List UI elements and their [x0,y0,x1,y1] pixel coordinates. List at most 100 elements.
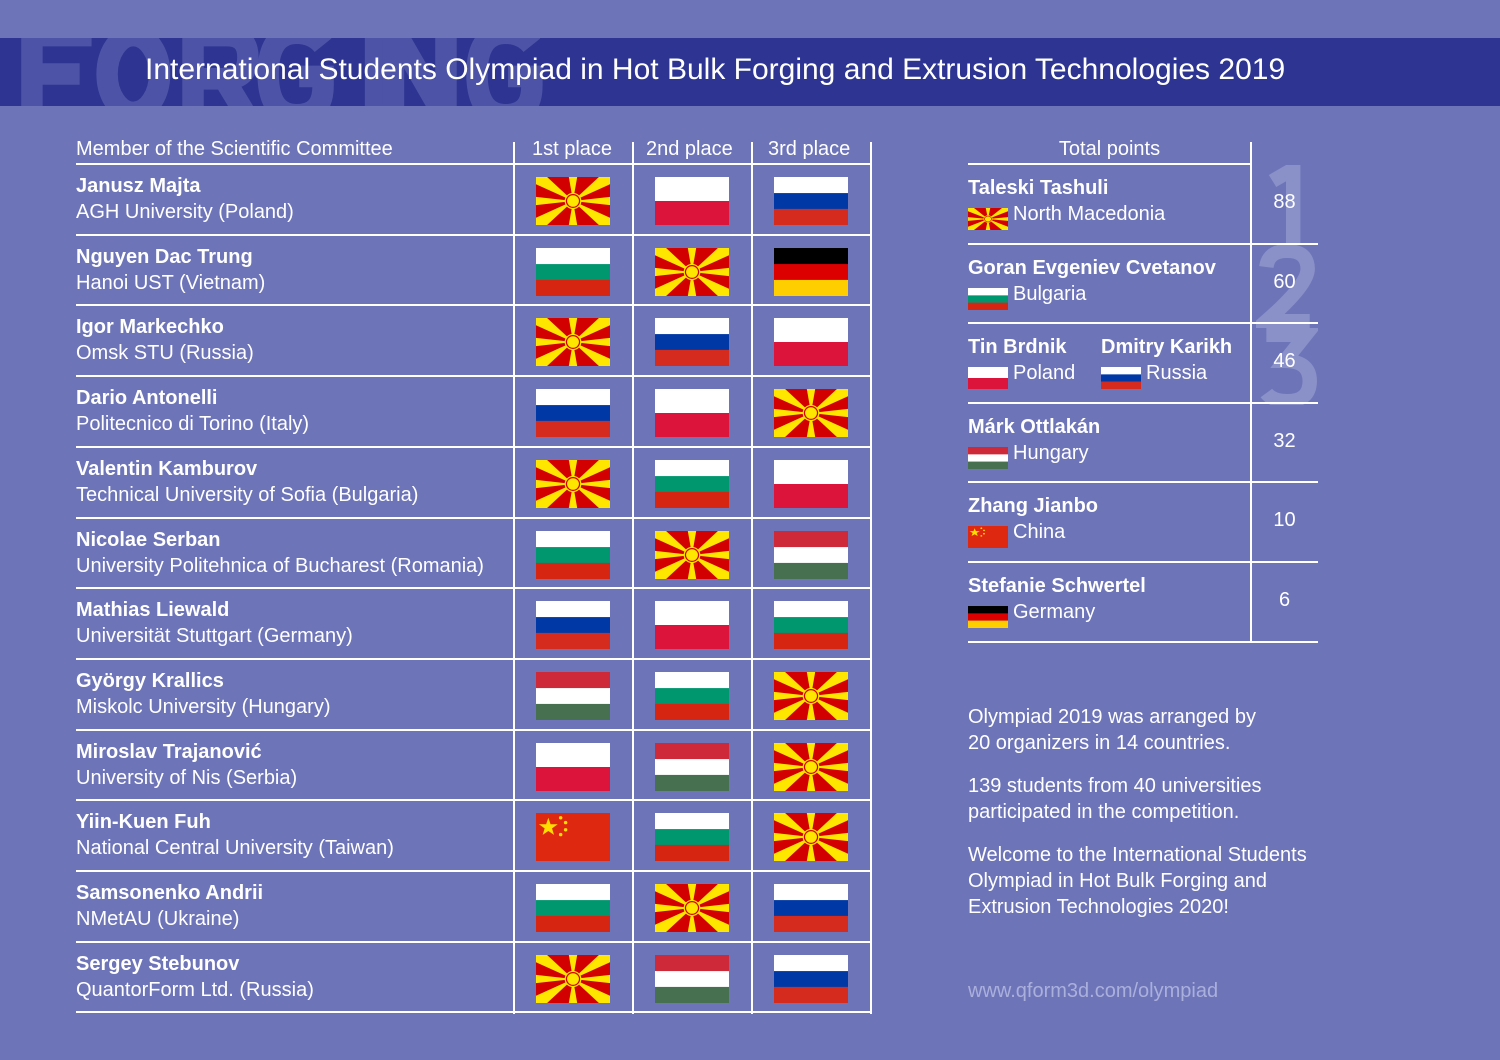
flag-bulgaria-icon [655,459,729,508]
flag-north-macedonia-icon [536,318,610,367]
flag-bulgaria-icon [536,530,610,579]
flag-poland-icon [774,459,848,508]
member-name: Dario Antonelli [76,387,218,410]
flag-hungary-icon [655,954,729,1003]
student-country: Hungary [1013,441,1089,464]
flag-hungary-icon [536,671,610,720]
student-country: North Macedonia [1013,203,1166,225]
website-link[interactable]: www.qform3d.com/olympiad [968,980,1219,1002]
table-row: Mathias Liewald Universität Stuttgart (G… [76,589,872,659]
student-country: Germany [1013,601,1096,623]
student-country: Bulgaria [1013,282,1087,305]
student-name: Tin Brdnik [968,336,1067,359]
table-row: Nicolae Serban University Politehnica of… [76,519,872,589]
flag-north-macedonia-icon [655,884,729,932]
flag-poland-icon [536,742,610,791]
table-row: Samsonenko Andrii NMetAU (Ukraine) [76,872,872,942]
total-points-row: Stefanie Schwertel Germany 6 [968,563,1318,643]
column-header-1st: 1st place [532,138,613,160]
divider [76,870,872,872]
flag-germany-icon [774,247,848,296]
member-university: Politecnico di Torino (Italy) [76,413,310,436]
column-divider [513,142,515,1014]
points-value: 88 [1273,191,1296,213]
member-name: György Krallics [76,669,224,692]
member-name: Yiin-Kuen Fuh [76,811,211,834]
flag-russia-icon [774,954,848,1003]
divider [76,163,872,165]
flag-poland-icon [655,601,729,650]
column-divider [870,142,872,1014]
member-name: Janusz Majta [76,175,201,197]
points-value: 10 [1273,509,1296,532]
divider [968,163,1251,165]
member-university: Technical University of Sofia (Bulgaria) [76,483,419,506]
member-name: Miroslav Trajanović [76,740,262,763]
divider [76,940,872,943]
total-points-row: Márk Ottlakán Hungary 32 [968,404,1318,484]
divider [76,445,872,448]
flag-poland-icon [968,367,1008,390]
divider [968,561,1318,563]
divider [76,375,872,378]
divider [968,640,1318,643]
member-university: NMetAU (Ukraine) [76,908,240,930]
flag-china-icon [968,526,1008,549]
flag-north-macedonia-icon [968,208,1008,230]
total-points-row: Zhang Jianbo China 10 [968,483,1318,563]
student-name: Zhang Jianbo [968,495,1098,518]
column-divider [1250,142,1252,642]
flag-hungary-icon [655,742,729,791]
table-row: Igor Markechko Omsk STU (Russia) [76,306,872,376]
page-title: International Students Olympiad in Hot B… [145,53,1286,86]
flag-china-icon [536,813,610,862]
member-university: National Central University (Taiwan) [76,837,394,860]
divider [76,799,872,802]
table-row: Nguyen Dac Trung Hanoi UST (Vietnam) [76,236,872,306]
total-points-row: Tin Brdnik Poland Dmitry Karikh Russia 46 [968,324,1318,404]
total-points-row: Goran Evgeniev Cvetanov Bulgaria 60 [968,245,1318,325]
flag-germany-icon [968,606,1008,628]
info-welcome: Welcome to the International Students Ol… [968,844,1307,918]
flag-north-macedonia-icon [655,247,729,296]
table-row: Miroslav Trajanović University of Nis (S… [76,731,872,801]
table-row: Dario Antonelli Politecnico di Torino (I… [76,377,872,447]
flag-north-macedonia-icon [655,530,729,579]
member-name: Igor Markechko [76,316,224,339]
flag-poland-icon [655,177,729,225]
points-value: 6 [1278,589,1291,611]
flag-russia-icon [536,389,610,438]
flag-russia-icon [774,177,848,225]
divider [76,516,872,519]
podium-watermark [1256,165,1318,405]
header-banner: International Students Olympiad in Hot B… [0,38,1500,106]
flag-north-macedonia-icon [774,389,848,438]
student-name: Dmitry Karikh [1101,336,1233,359]
student-country: China [1013,521,1066,544]
student-name: Stefanie Schwertel [968,575,1146,597]
member-university: QuantorForm Ltd. (Russia) [76,978,314,1001]
divider [76,1011,872,1014]
flag-north-macedonia-icon [536,954,610,1003]
member-name: Mathias Liewald [76,599,230,622]
column-header-3rd: 3rd place [768,138,851,160]
flag-russia-icon [1101,367,1141,390]
divider [76,728,872,731]
header-watermark [21,38,543,106]
divider [76,587,872,590]
table-row: György Krallics Miskolc University (Hung… [76,660,872,730]
flag-hungary-icon [774,530,848,579]
member-name: Sergey Stebunov [76,952,240,975]
divider [76,233,872,236]
table-row: Valentin Kamburov Technical University o… [76,448,872,518]
info-participants: 139 students from 40 universities partic… [968,775,1262,823]
member-university: University of Nis (Serbia) [76,766,298,789]
table-row: Sergey Stebunov QuantorForm Ltd. (Russia… [76,943,872,1013]
flag-bulgaria-icon [536,247,610,296]
flag-russia-icon [655,318,729,367]
flag-north-macedonia-icon [536,177,610,225]
member-name: Nicolae Serban [76,528,221,551]
flag-bulgaria-icon [774,601,848,650]
flag-bulgaria-icon [968,287,1008,310]
table-row: Yiin-Kuen Fuh National Central Universit… [76,801,872,871]
